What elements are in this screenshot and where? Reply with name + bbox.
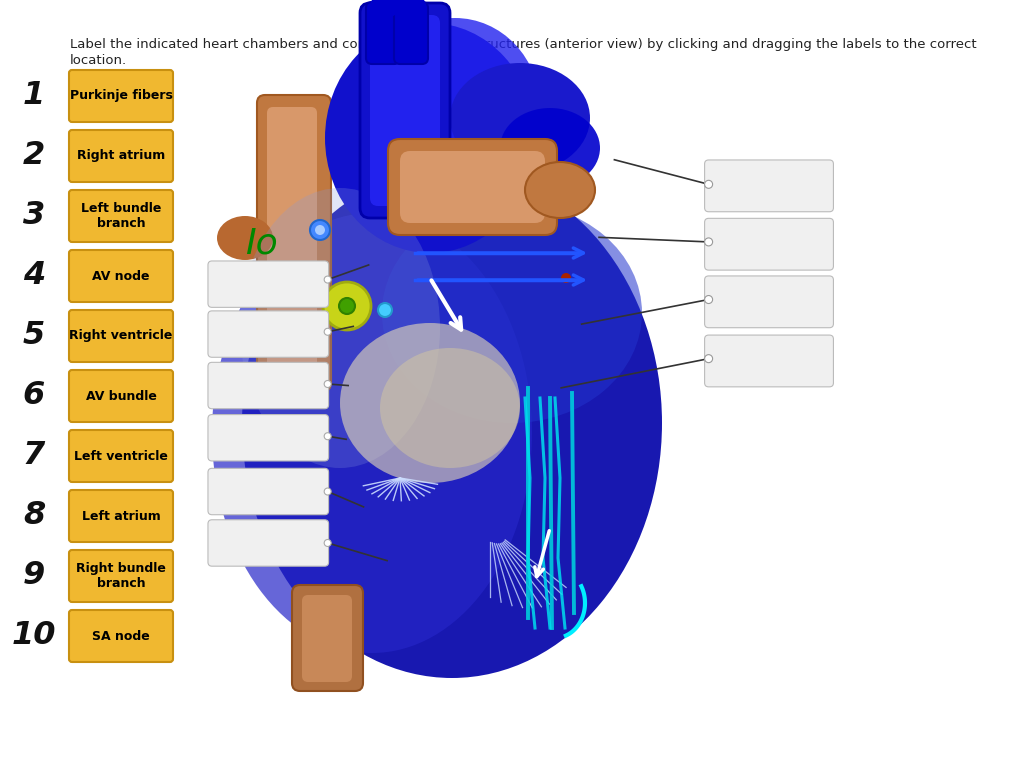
- Circle shape: [561, 273, 571, 283]
- FancyBboxPatch shape: [69, 430, 173, 482]
- FancyBboxPatch shape: [208, 362, 329, 409]
- FancyBboxPatch shape: [366, 2, 400, 64]
- Text: Io: Io: [245, 226, 278, 260]
- Text: Right bundle
branch: Right bundle branch: [76, 562, 166, 590]
- Text: 1: 1: [23, 81, 45, 111]
- FancyBboxPatch shape: [208, 468, 329, 515]
- Text: AV bundle: AV bundle: [86, 389, 157, 402]
- Circle shape: [315, 225, 325, 235]
- Ellipse shape: [212, 213, 532, 653]
- FancyBboxPatch shape: [69, 70, 173, 122]
- FancyBboxPatch shape: [705, 276, 834, 328]
- FancyBboxPatch shape: [400, 151, 545, 223]
- FancyBboxPatch shape: [388, 139, 557, 235]
- FancyBboxPatch shape: [208, 520, 329, 566]
- FancyBboxPatch shape: [69, 310, 173, 362]
- FancyBboxPatch shape: [208, 261, 329, 307]
- Ellipse shape: [500, 108, 600, 188]
- FancyBboxPatch shape: [69, 250, 173, 302]
- FancyBboxPatch shape: [69, 550, 173, 602]
- Text: 6: 6: [23, 380, 45, 412]
- Ellipse shape: [370, 18, 540, 198]
- FancyBboxPatch shape: [267, 107, 317, 379]
- Ellipse shape: [380, 348, 520, 468]
- FancyBboxPatch shape: [257, 95, 331, 391]
- Circle shape: [705, 296, 713, 303]
- Ellipse shape: [450, 63, 590, 173]
- FancyBboxPatch shape: [705, 160, 834, 212]
- FancyBboxPatch shape: [292, 585, 362, 691]
- Text: Purkinje fibers: Purkinje fibers: [70, 90, 172, 102]
- Ellipse shape: [525, 162, 595, 218]
- Text: Left ventricle: Left ventricle: [74, 449, 168, 462]
- Text: Right atrium: Right atrium: [77, 150, 165, 163]
- Circle shape: [705, 180, 713, 188]
- Circle shape: [705, 238, 713, 246]
- FancyBboxPatch shape: [370, 15, 440, 206]
- Text: 3: 3: [23, 200, 45, 231]
- Ellipse shape: [382, 203, 642, 423]
- Text: 4: 4: [23, 260, 45, 292]
- Ellipse shape: [396, 0, 426, 18]
- FancyBboxPatch shape: [69, 490, 173, 542]
- FancyBboxPatch shape: [360, 3, 450, 218]
- Circle shape: [325, 488, 331, 495]
- Ellipse shape: [325, 23, 535, 253]
- Circle shape: [325, 432, 331, 440]
- Text: 5: 5: [23, 320, 45, 352]
- FancyBboxPatch shape: [69, 610, 173, 662]
- Text: AV node: AV node: [92, 270, 150, 283]
- Text: location.: location.: [70, 54, 127, 67]
- FancyBboxPatch shape: [705, 218, 834, 270]
- FancyBboxPatch shape: [69, 190, 173, 242]
- FancyBboxPatch shape: [208, 415, 329, 461]
- Ellipse shape: [370, 0, 400, 18]
- Text: 7: 7: [23, 441, 45, 472]
- FancyBboxPatch shape: [69, 370, 173, 422]
- Ellipse shape: [340, 323, 520, 483]
- Text: Right ventricle: Right ventricle: [70, 329, 173, 343]
- FancyBboxPatch shape: [69, 130, 173, 182]
- FancyBboxPatch shape: [302, 595, 352, 682]
- Circle shape: [325, 276, 331, 283]
- Circle shape: [325, 539, 331, 547]
- Text: 9: 9: [23, 561, 45, 591]
- Text: 8: 8: [23, 501, 45, 531]
- Text: 10: 10: [11, 621, 56, 651]
- Text: Label the indicated heart chambers and conduction system structures (anterior vi: Label the indicated heart chambers and c…: [70, 38, 977, 51]
- Circle shape: [325, 328, 331, 336]
- Ellipse shape: [217, 216, 273, 260]
- Text: 2: 2: [23, 141, 45, 171]
- Circle shape: [325, 380, 331, 388]
- Circle shape: [323, 282, 371, 330]
- Text: Left bundle
branch: Left bundle branch: [81, 202, 161, 230]
- Ellipse shape: [242, 168, 662, 678]
- Circle shape: [705, 355, 713, 362]
- Ellipse shape: [240, 188, 440, 468]
- FancyBboxPatch shape: [208, 311, 329, 357]
- Circle shape: [310, 220, 330, 240]
- FancyBboxPatch shape: [394, 2, 428, 64]
- Text: Left atrium: Left atrium: [82, 509, 161, 522]
- Circle shape: [378, 303, 392, 317]
- FancyBboxPatch shape: [705, 335, 834, 387]
- Text: SA node: SA node: [92, 630, 150, 643]
- Circle shape: [339, 298, 355, 314]
